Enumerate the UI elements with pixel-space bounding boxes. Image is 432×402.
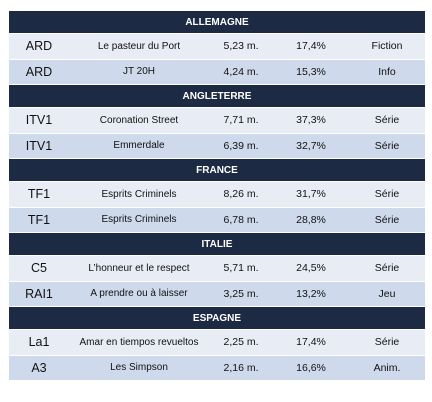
program-cell: Le pasteur du Port xyxy=(97,40,181,52)
share-cell: 17,4% xyxy=(296,40,326,53)
country-header: ANGLETERRE xyxy=(9,85,425,108)
program-cell: Emmerdale xyxy=(113,140,165,152)
table-row: ARD JT 20H 4,24 m. 15,3% Info xyxy=(9,59,425,85)
viewers-cell: 8,26 m. xyxy=(223,188,259,201)
table-row: ARD Le pasteur du Port 5,23 m. 17,4% Fiction xyxy=(9,34,425,60)
viewers-cell: 6,39 m. xyxy=(223,139,259,152)
country-header: FRANCE xyxy=(9,159,425,182)
country-header: ITALIE xyxy=(9,233,425,256)
channel-cell: ARD xyxy=(25,64,53,79)
channel-cell: ITV1 xyxy=(25,138,53,153)
share-cell: 15,3% xyxy=(296,65,326,78)
program-cell: Les Simpson xyxy=(110,362,168,374)
share-cell: 16,6% xyxy=(296,361,326,374)
viewers-cell: 2,16 m. xyxy=(223,361,259,374)
share-cell: 37,3% xyxy=(296,114,326,127)
genre-cell: Série xyxy=(374,139,400,152)
channel-cell: A3 xyxy=(31,360,47,375)
share-cell: 24,5% xyxy=(296,262,326,275)
share-cell: 32,7% xyxy=(296,139,326,152)
genre-cell: Série xyxy=(374,262,400,275)
country-header: ESPAGNE xyxy=(9,307,425,330)
channel-cell: TF1 xyxy=(27,212,51,227)
country-header: ALLEMAGNE xyxy=(9,11,425,34)
table-row: A3 Les Simpson 2,16 m. 16,6% Anim. xyxy=(9,355,425,381)
table-row: TF1 Esprits Criminels 8,26 m. 31,7% Série xyxy=(9,182,425,208)
table-row: C5 L’honneur et le respect 5,71 m. 24,5% Sér… xyxy=(9,256,425,282)
channel-cell: TF1 xyxy=(27,187,51,202)
viewers-cell: 7,71 m. xyxy=(223,114,259,127)
genre-cell: Série xyxy=(374,213,400,226)
program-cell: JT 20H xyxy=(122,66,156,78)
program-cell: Amar en tiempos revueltos xyxy=(79,336,199,348)
ratings-table: ALLEMAGNE ARD Le pasteur du Port 5,23 m. 17,… xyxy=(9,11,425,381)
genre-cell: Série xyxy=(374,336,400,349)
viewers-cell: 4,24 m. xyxy=(223,65,259,78)
program-cell: L’honneur et le respect xyxy=(88,262,190,274)
table-row: ITV1 Emmerdale 6,39 m. 32,7% Série xyxy=(9,133,425,159)
viewers-cell: 2,25 m. xyxy=(223,336,259,349)
share-cell: 31,7% xyxy=(296,188,326,201)
viewers-cell: 6,78 m. xyxy=(223,213,259,226)
share-cell: 17,4% xyxy=(296,336,326,349)
program-cell: Esprits Criminels xyxy=(101,214,177,226)
program-cell: Esprits Criminels xyxy=(101,188,177,200)
table-row: RAI1 A prendre ou à laisser 3,25 m. 13,2% Je… xyxy=(9,281,425,307)
viewers-cell: 5,71 m. xyxy=(223,262,259,275)
genre-cell: Info xyxy=(378,65,396,78)
program-cell: Coronation Street xyxy=(99,114,179,126)
channel-cell: La1 xyxy=(28,335,50,350)
channel-cell: C5 xyxy=(31,261,47,276)
genre-cell: Fiction xyxy=(371,40,403,53)
channel-cell: RAI1 xyxy=(25,286,53,301)
table-row: La1 Amar en tiempos revueltos 2,25 m. 17,4%… xyxy=(9,330,425,356)
program-cell: A prendre ou à laisser xyxy=(90,288,188,300)
channel-cell: ARD xyxy=(25,39,53,54)
channel-cell: ITV1 xyxy=(25,113,53,128)
table-row: TF1 Esprits Criminels 6,78 m. 28,8% Série xyxy=(9,207,425,233)
genre-cell: Série xyxy=(374,188,400,201)
table-row: ITV1 Coronation Street 7,71 m. 37,3% Série xyxy=(9,108,425,134)
share-cell: 13,2% xyxy=(296,287,326,300)
genre-cell: Série xyxy=(374,114,400,127)
share-cell: 28,8% xyxy=(296,213,326,226)
viewers-cell: 5,23 m. xyxy=(223,40,259,53)
genre-cell: Anim. xyxy=(373,361,401,374)
viewers-cell: 3,25 m. xyxy=(223,287,259,300)
genre-cell: Jeu xyxy=(378,287,396,300)
